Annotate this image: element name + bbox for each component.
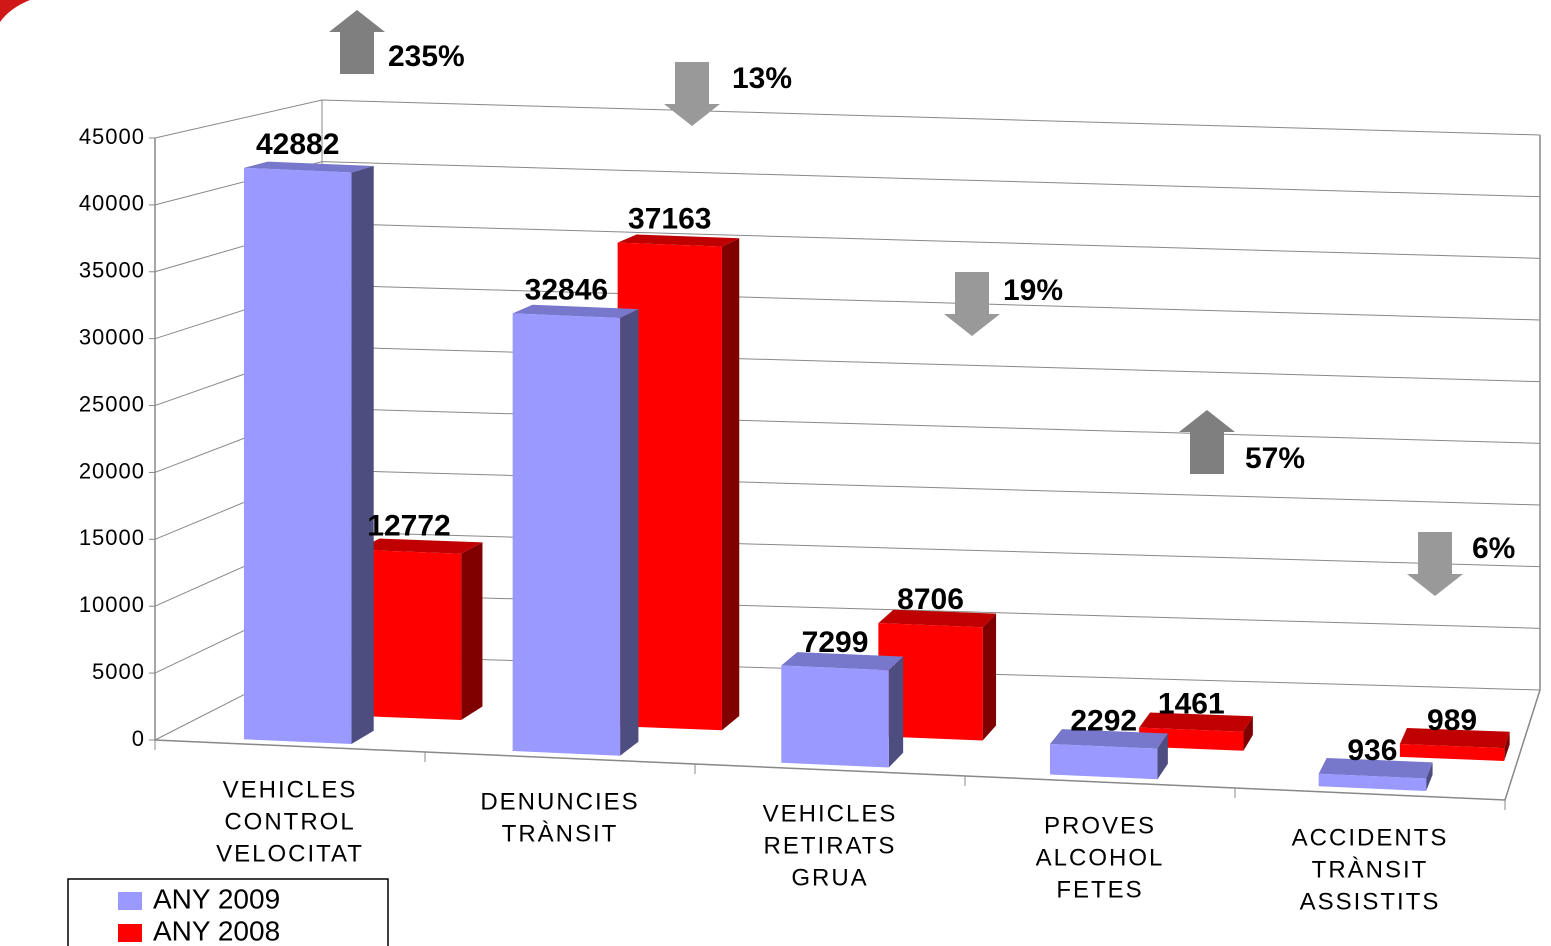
x-tick-label: CONTROL <box>224 808 355 835</box>
data-label: 32846 <box>525 274 608 307</box>
change-arrow <box>1179 410 1235 474</box>
x-tick-label: FETES <box>1056 876 1143 903</box>
x-tick-label: RETIRATS <box>764 832 897 859</box>
bar-side <box>982 613 997 741</box>
data-label: 42882 <box>256 128 339 161</box>
bar-side <box>1243 716 1253 751</box>
change-arrow <box>1407 532 1463 596</box>
bar-side <box>620 309 639 756</box>
bar-side <box>721 238 740 731</box>
data-label: 1461 <box>1158 688 1225 721</box>
bar-top <box>1318 757 1433 779</box>
bar-side <box>1504 731 1510 761</box>
x-tick-label: TRÀNSIT <box>1312 856 1429 883</box>
y-tick-label: 0 <box>132 726 145 751</box>
legend-label: ANY 2009 <box>153 883 280 914</box>
bar-top <box>617 234 740 247</box>
bar-top <box>1139 712 1253 732</box>
annotation: 19% <box>1003 274 1063 307</box>
bar-front <box>512 313 621 756</box>
bar-front <box>1399 744 1505 761</box>
bar-top <box>512 304 639 319</box>
bar <box>1139 712 1253 751</box>
change-arrow <box>329 10 385 74</box>
bar <box>781 652 904 768</box>
bar-side <box>351 165 374 744</box>
bar <box>243 161 374 744</box>
data-label: 8706 <box>897 583 964 616</box>
bar-front <box>781 665 889 768</box>
legend-swatch <box>118 892 142 910</box>
bar-side <box>1157 733 1168 780</box>
y-tick-label: 30000 <box>79 324 145 349</box>
bar-side <box>461 542 483 720</box>
x-tick-label: DENUNCIES <box>480 788 639 815</box>
bar-top <box>243 161 374 173</box>
bar <box>617 234 740 731</box>
bar-front <box>1318 773 1427 791</box>
y-tick-label: 15000 <box>79 525 145 550</box>
grid-line <box>154 99 1541 139</box>
bar <box>1318 757 1433 791</box>
bar-front <box>243 167 352 744</box>
x-tick-label: TRÀNSIT <box>502 820 619 847</box>
bar <box>1049 729 1168 780</box>
data-label: 936 <box>1347 734 1397 767</box>
bar <box>1399 728 1510 761</box>
data-label: 37163 <box>628 203 711 236</box>
data-label: 12772 <box>367 510 450 543</box>
x-tick-label: VELOCITAT <box>216 840 364 867</box>
change-arrow <box>664 62 720 126</box>
bar-front <box>878 623 983 741</box>
data-label: 7299 <box>802 626 869 659</box>
x-tick-label: GRUA <box>791 864 868 891</box>
x-tick-label: PROVES <box>1044 812 1156 839</box>
y-tick-label: 40000 <box>79 191 145 216</box>
y-tick-label: 25000 <box>79 391 145 416</box>
bar <box>512 304 639 756</box>
y-tick-label: 5000 <box>92 659 145 684</box>
x-tick-label: ALCOHOL <box>1036 844 1165 871</box>
data-label: 989 <box>1427 704 1477 737</box>
bar-front <box>356 549 462 720</box>
bar-top <box>356 538 483 554</box>
legend-label: ANY 2008 <box>153 915 280 946</box>
bar-top <box>1399 728 1510 749</box>
x-tick-label: ASSISTITS <box>1300 888 1441 915</box>
change-arrow <box>944 272 1000 336</box>
x-tick-label: ACCIDENTS <box>1292 824 1449 851</box>
bar-front <box>617 242 722 731</box>
y-tick-label: 10000 <box>79 592 145 617</box>
annotation: 57% <box>1245 442 1305 475</box>
bar <box>878 609 997 741</box>
bar-top <box>781 652 904 671</box>
x-tick-label: VEHICLES <box>763 800 898 827</box>
annotation: 6% <box>1472 532 1515 565</box>
bar-side <box>1426 762 1433 791</box>
data-label: 2292 <box>1070 704 1137 737</box>
y-tick-label: 45000 <box>79 124 145 149</box>
bar-front <box>1049 743 1158 780</box>
y-tick-label: 35000 <box>79 258 145 283</box>
y-tick-label: 20000 <box>79 458 145 483</box>
corner-decoration <box>0 0 30 22</box>
bar-top <box>1049 729 1168 749</box>
legend-swatch <box>118 924 142 942</box>
bar-side <box>888 656 904 768</box>
bar <box>356 538 483 720</box>
annotation: 13% <box>732 62 792 95</box>
x-tick-label: VEHICLES <box>223 776 358 803</box>
annotation: 235% <box>388 40 465 73</box>
bar-top <box>878 609 997 628</box>
